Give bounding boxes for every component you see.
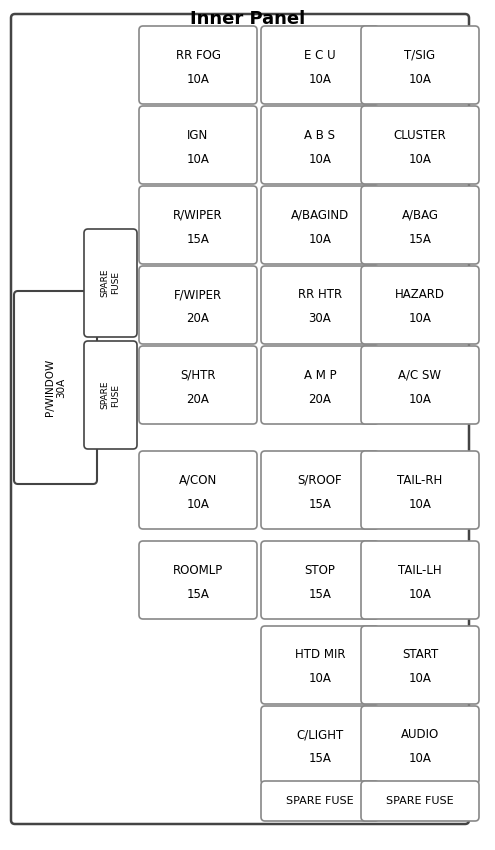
FancyBboxPatch shape [139,266,257,344]
Text: RR HTR: RR HTR [298,288,342,302]
FancyBboxPatch shape [261,26,379,104]
FancyBboxPatch shape [261,781,379,821]
Text: 10A: 10A [308,72,332,86]
Text: 10A: 10A [408,393,432,405]
Text: C/LIGHT: C/LIGHT [297,728,344,741]
FancyBboxPatch shape [361,451,479,529]
Text: A/BAG: A/BAG [401,208,439,222]
Text: 10A: 10A [308,672,332,685]
FancyBboxPatch shape [361,626,479,704]
Text: 20A: 20A [187,393,209,405]
Text: F/WIPER: F/WIPER [174,288,222,302]
Text: 10A: 10A [187,72,209,86]
Text: SPARE
FUSE: SPARE FUSE [101,381,120,409]
Text: AUDIO: AUDIO [401,728,439,741]
Text: 10A: 10A [408,152,432,166]
FancyBboxPatch shape [361,266,479,344]
Text: A/CON: A/CON [179,473,217,486]
Text: TAIL-RH: TAIL-RH [397,473,443,486]
FancyBboxPatch shape [139,106,257,184]
FancyBboxPatch shape [139,26,257,104]
Text: HTD MIR: HTD MIR [295,649,345,661]
Text: 10A: 10A [408,497,432,511]
Text: 10A: 10A [408,313,432,326]
Text: 10A: 10A [408,72,432,86]
FancyBboxPatch shape [139,451,257,529]
Text: E C U: E C U [304,48,336,61]
Text: 15A: 15A [308,752,332,766]
Text: P/WINDOW
30A: P/WINDOW 30A [45,359,66,416]
FancyBboxPatch shape [139,541,257,619]
Text: 20A: 20A [187,313,209,326]
FancyBboxPatch shape [84,341,137,449]
Text: START: START [402,649,438,661]
Text: A/BAGIND: A/BAGIND [291,208,349,222]
Text: S/HTR: S/HTR [180,369,216,382]
FancyBboxPatch shape [261,706,379,784]
Text: 10A: 10A [408,752,432,766]
Text: 10A: 10A [308,152,332,166]
Text: A B S: A B S [304,128,336,141]
Text: 10A: 10A [187,152,209,166]
Text: STOP: STOP [304,564,336,576]
FancyBboxPatch shape [261,541,379,619]
Text: SPARE FUSE: SPARE FUSE [286,796,354,806]
Text: 10A: 10A [408,672,432,685]
FancyBboxPatch shape [361,106,479,184]
Text: A M P: A M P [304,369,336,382]
FancyBboxPatch shape [139,186,257,264]
Text: RR FOG: RR FOG [176,48,220,61]
Text: CLUSTER: CLUSTER [394,128,446,141]
FancyBboxPatch shape [361,541,479,619]
FancyBboxPatch shape [139,346,257,424]
FancyBboxPatch shape [361,781,479,821]
Text: 10A: 10A [408,587,432,600]
FancyBboxPatch shape [261,626,379,704]
Text: IGN: IGN [188,128,208,141]
FancyBboxPatch shape [261,106,379,184]
Text: 15A: 15A [308,587,332,600]
Text: Inner Panel: Inner Panel [190,10,305,28]
Text: 10A: 10A [187,497,209,511]
FancyBboxPatch shape [261,346,379,424]
Text: R/WIPER: R/WIPER [173,208,223,222]
Text: S/ROOF: S/ROOF [297,473,343,486]
Text: 15A: 15A [408,233,432,246]
Text: 15A: 15A [187,587,209,600]
FancyBboxPatch shape [361,346,479,424]
Text: 15A: 15A [187,233,209,246]
Text: 15A: 15A [308,497,332,511]
FancyBboxPatch shape [14,291,97,484]
FancyBboxPatch shape [261,266,379,344]
FancyBboxPatch shape [361,706,479,784]
Text: SPARE
FUSE: SPARE FUSE [101,269,120,298]
Text: TAIL-LH: TAIL-LH [398,564,442,576]
FancyBboxPatch shape [261,451,379,529]
FancyBboxPatch shape [84,229,137,337]
FancyBboxPatch shape [261,186,379,264]
Text: T/SIG: T/SIG [404,48,436,61]
Text: 30A: 30A [308,313,331,326]
Text: SPARE FUSE: SPARE FUSE [386,796,454,806]
FancyBboxPatch shape [361,26,479,104]
Text: A/C SW: A/C SW [398,369,442,382]
Text: 20A: 20A [308,393,332,405]
FancyBboxPatch shape [11,14,469,824]
Text: ROOMLP: ROOMLP [173,564,223,576]
FancyBboxPatch shape [361,186,479,264]
Text: 10A: 10A [308,233,332,246]
Text: HAZARD: HAZARD [395,288,445,302]
